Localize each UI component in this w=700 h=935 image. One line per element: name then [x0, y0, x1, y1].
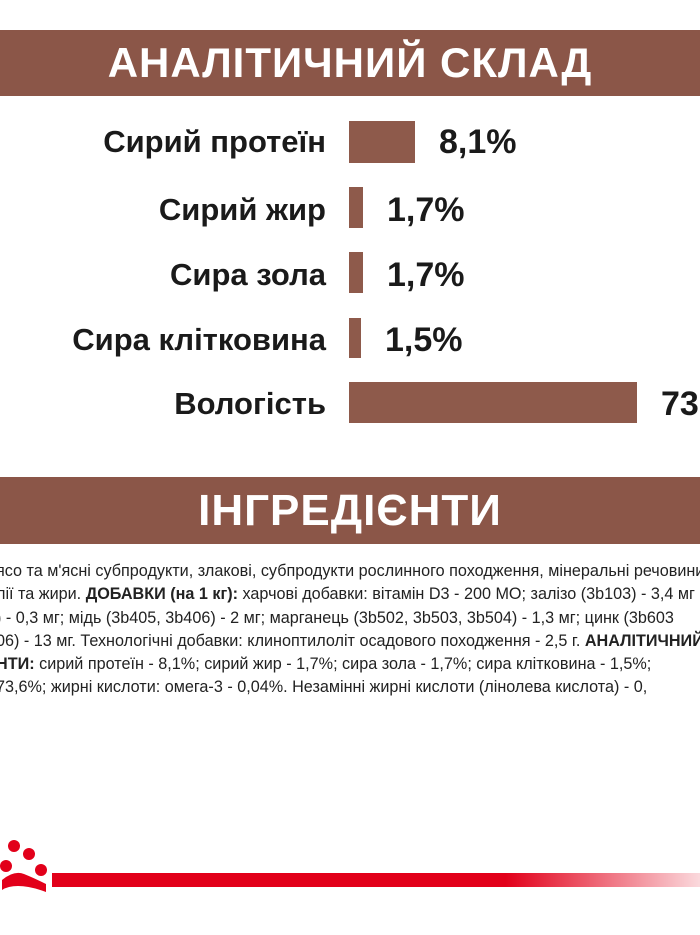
nutrient-label: Сира зола — [170, 257, 326, 292]
ingredients-heading: АНАЛІТИЧНИЙ — [584, 631, 700, 650]
ingredients-text: ясо та м'ясні субпродукти, злакові, субп… — [0, 560, 700, 700]
nutrient-bar — [349, 252, 363, 293]
ingredients-fragment: харчові добавки: вітамін D3 - 200 МО; за… — [238, 585, 695, 604]
nutrient-row: Сира клітковина 1,5% — [0, 318, 700, 362]
ingredients-line: лії та жири. ДОБАВКИ (на 1 кг): харчові … — [0, 583, 700, 606]
nutrient-label: Сирий протеїн — [103, 124, 326, 159]
brand-stripe — [52, 873, 700, 887]
nutrient-row: Вологість 73 — [0, 382, 700, 426]
ingredients-banner: ІНГРЕДІЄНТИ — [0, 477, 700, 544]
analysis-title: АНАЛІТИЧНИЙ СКЛАД — [107, 39, 593, 86]
nutrient-label: Сира клітковина — [72, 322, 326, 357]
nutrient-value: 1,7% — [387, 256, 465, 294]
ingredients-line: ) - 0,3 мг; мідь (3b405, 3b406) - 2 мг; … — [0, 607, 700, 630]
ingredients-fragment: лії та жири. — [0, 585, 86, 604]
nutrient-value: 1,7% — [387, 191, 465, 229]
nutrient-label: Сирий жир — [158, 192, 326, 227]
ingredients-title: ІНГРЕДІЄНТИ — [198, 485, 502, 535]
ingredients-fragment: 06) - 13 мг. Технологічні добавки: клино… — [0, 631, 585, 650]
ingredients-line: ясо та м'ясні субпродукти, злакові, субп… — [0, 560, 700, 583]
ingredients-fragment: ) - 0,3 мг; мідь (3b405, 3b406) - 2 мг; … — [0, 608, 674, 627]
ingredients-heading: ДОБАВКИ (на 1 кг): — [85, 585, 239, 604]
nutrient-bar — [349, 121, 415, 163]
ingredients-fragment: сирий протеїн - 8,1%; сирий жир - 1,7%; … — [34, 655, 652, 674]
nutrient-label: Вологість — [174, 386, 326, 421]
nutrient-value: 1,5% — [385, 321, 463, 359]
nutrient-bar — [349, 318, 361, 358]
ingredients-fragment: 73,6%; жирні кислоти: омега-3 - 0,04%. Н… — [0, 678, 648, 697]
nutrient-bar — [349, 187, 363, 228]
ingredients-heading: НТИ: — [0, 655, 35, 674]
royal-canin-crown-icon — [0, 840, 47, 892]
analysis-banner: АНАЛІТИЧНИЙ СКЛАД — [0, 30, 700, 96]
ingredients-fragment: ясо та м'ясні субпродукти, злакові, субп… — [0, 562, 700, 580]
nutrient-row: Сирий жир 1,7% — [0, 187, 700, 232]
ingredients-line: 06) - 13 мг. Технологічні добавки: клино… — [0, 630, 700, 653]
nutrient-row: Сира зола 1,7% — [0, 252, 700, 297]
ingredients-line: НТИ: сирий протеїн - 8,1%; сирий жир - 1… — [0, 653, 700, 676]
ingredients-line: 73,6%; жирні кислоти: омега-3 - 0,04%. Н… — [0, 676, 700, 699]
nutrient-value: 73 — [661, 385, 699, 423]
nutrient-row: Сирий протеїн 8,1% — [0, 120, 700, 164]
nutrient-bar — [349, 382, 637, 423]
nutrient-value: 8,1% — [439, 123, 517, 161]
